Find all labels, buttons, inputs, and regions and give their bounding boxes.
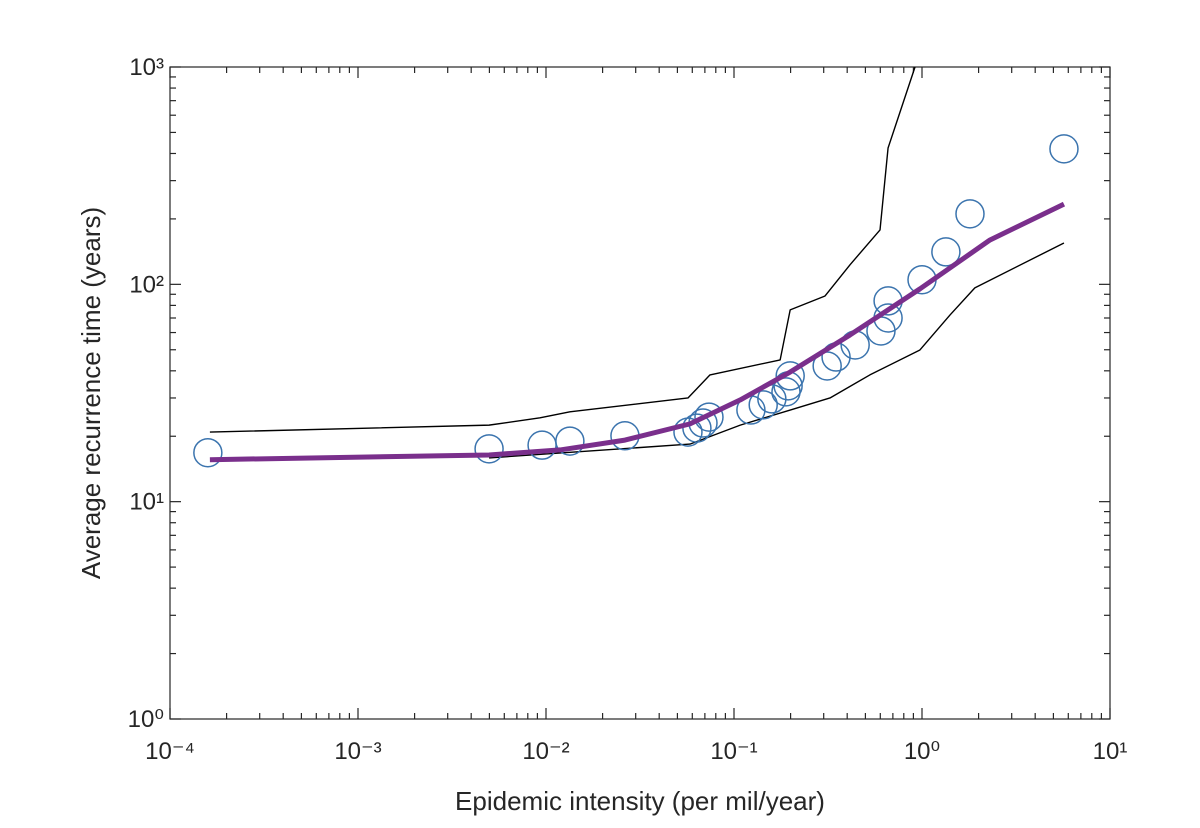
data-point	[694, 402, 724, 432]
y-tick-label: 10¹	[129, 489, 164, 516]
data-point	[474, 434, 504, 464]
data-point	[748, 390, 778, 420]
y-tick-label: 10²	[129, 271, 164, 298]
x-tick-label: 10¹	[1093, 738, 1128, 765]
data-point	[955, 199, 985, 229]
plot-area	[193, 67, 1079, 468]
bound-line	[489, 242, 1065, 459]
y-tick-label: 10³	[129, 54, 164, 81]
x-tick-label: 10⁻²	[522, 738, 569, 765]
fit-line	[209, 201, 1066, 463]
x-tick-label: 10⁻³	[334, 738, 381, 765]
data-point	[193, 437, 223, 468]
y-axis-label: Average recurrence time (years)	[76, 207, 106, 579]
plot-frame	[169, 66, 1111, 720]
data-point	[931, 237, 961, 267]
x-tick-label: 10⁻⁴	[145, 738, 195, 765]
x-tick-label: 10⁻¹	[710, 738, 757, 765]
bound-line	[209, 67, 916, 433]
x-axis-label: Epidemic intensity (per mil/year)	[455, 786, 825, 816]
data-point	[555, 426, 585, 456]
data-point	[775, 361, 805, 391]
data-point	[1049, 134, 1079, 164]
x-tick-label: 10⁰	[904, 738, 940, 765]
y-tick-label: 10⁰	[128, 706, 164, 733]
